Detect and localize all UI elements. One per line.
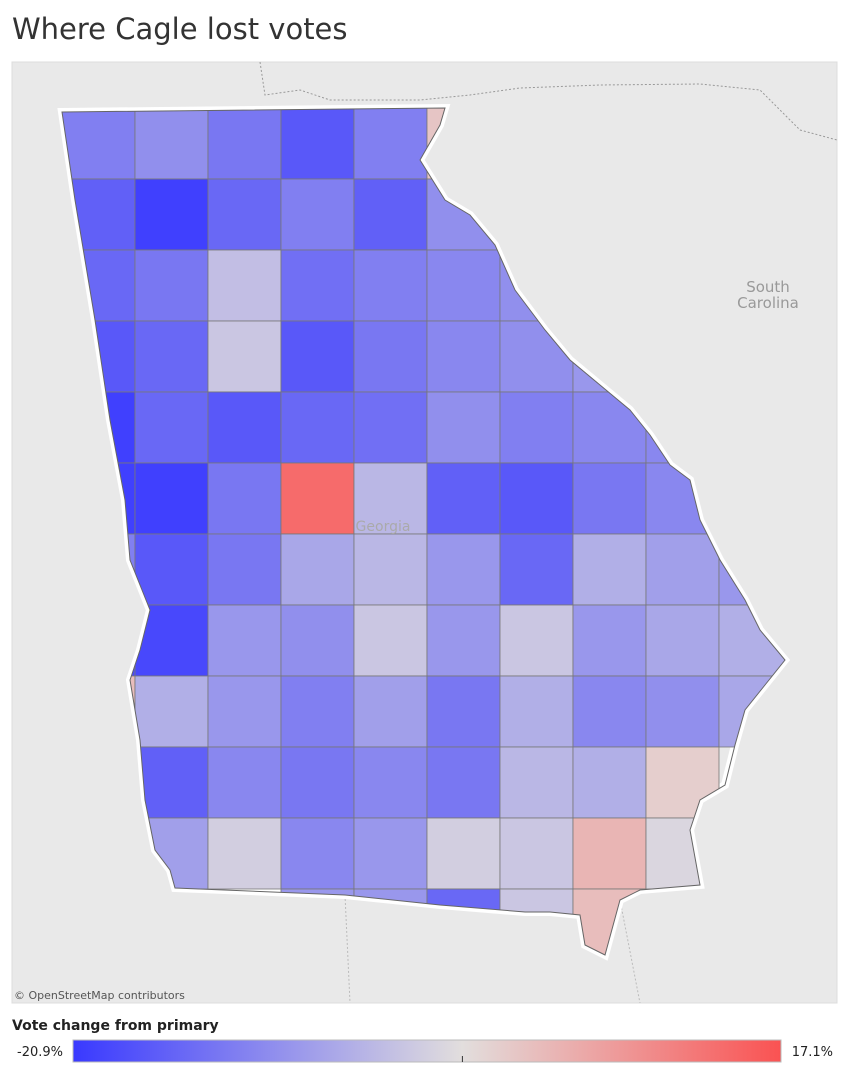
county-cell <box>280 249 355 322</box>
county-cell <box>280 391 355 464</box>
legend-bar <box>72 1039 782 1063</box>
legend-min: -20.9% <box>17 1045 63 1060</box>
county-cell <box>134 746 209 819</box>
map-label: Georgia <box>356 519 411 535</box>
county-cell <box>572 675 647 748</box>
county-cell <box>353 320 428 393</box>
title: Where Cagle lost votes <box>12 12 348 46</box>
county-cell <box>353 604 428 677</box>
county-cell <box>134 675 209 748</box>
county-cell <box>134 533 209 606</box>
county-cell <box>426 249 501 322</box>
county-cell <box>353 533 428 606</box>
county-cell <box>499 675 574 748</box>
county-cell <box>134 178 209 251</box>
state-border <box>344 894 641 1004</box>
county-cell <box>353 391 428 464</box>
county-cell <box>645 533 720 606</box>
county-cell <box>207 462 282 535</box>
county-cell <box>353 108 428 180</box>
county-cell <box>426 533 501 606</box>
county-cell <box>426 604 501 677</box>
county-cell <box>280 108 355 180</box>
county-cell <box>280 746 355 819</box>
county-cell <box>499 817 574 890</box>
county-cell <box>280 320 355 393</box>
county-cell <box>280 675 355 748</box>
county-cell <box>353 746 428 819</box>
county-cell <box>134 391 209 464</box>
county-cell <box>572 746 647 819</box>
map-label: South Carolina <box>737 278 799 312</box>
state-border <box>259 61 838 141</box>
county-cell <box>572 817 647 890</box>
county-cell <box>207 675 282 748</box>
county-cell <box>134 108 209 180</box>
county-cell <box>207 604 282 677</box>
county-cell <box>280 533 355 606</box>
county-cell <box>353 675 428 748</box>
county-cell <box>645 675 720 748</box>
county-cell <box>353 178 428 251</box>
county-cell <box>207 108 282 180</box>
county-cell <box>499 746 574 819</box>
county-cell <box>572 604 647 677</box>
county-cell <box>353 249 428 322</box>
county-cell <box>280 604 355 677</box>
county-cell <box>62 108 136 180</box>
county-cell <box>499 533 574 606</box>
county-cell <box>572 462 647 535</box>
county-cell <box>426 746 501 819</box>
county-cell <box>134 462 209 535</box>
county-cell <box>426 320 501 393</box>
county-cell <box>426 817 501 890</box>
county-cell <box>499 604 574 677</box>
county-cell <box>280 178 355 251</box>
legend-max: 17.1% <box>792 1045 833 1060</box>
county-cell <box>280 462 355 535</box>
county-cell <box>207 391 282 464</box>
county-cell <box>426 462 501 535</box>
county-cell <box>572 533 647 606</box>
county-cell <box>426 391 501 464</box>
attribution: © OpenStreetMap contributors <box>14 989 185 1002</box>
county-cell <box>207 320 282 393</box>
county-cell <box>207 817 282 890</box>
county-cell <box>207 746 282 819</box>
county-cell <box>499 462 574 535</box>
county-cell <box>207 533 282 606</box>
county-cell <box>426 675 501 748</box>
county-cell <box>134 249 209 322</box>
county-cell <box>353 817 428 890</box>
county-cell <box>207 249 282 322</box>
legend-title: Vote change from primary <box>12 1018 219 1034</box>
county-cell <box>280 817 355 890</box>
county-cell <box>499 391 574 464</box>
county-cell <box>207 178 282 251</box>
county-cell <box>645 604 720 677</box>
county-cell <box>134 320 209 393</box>
